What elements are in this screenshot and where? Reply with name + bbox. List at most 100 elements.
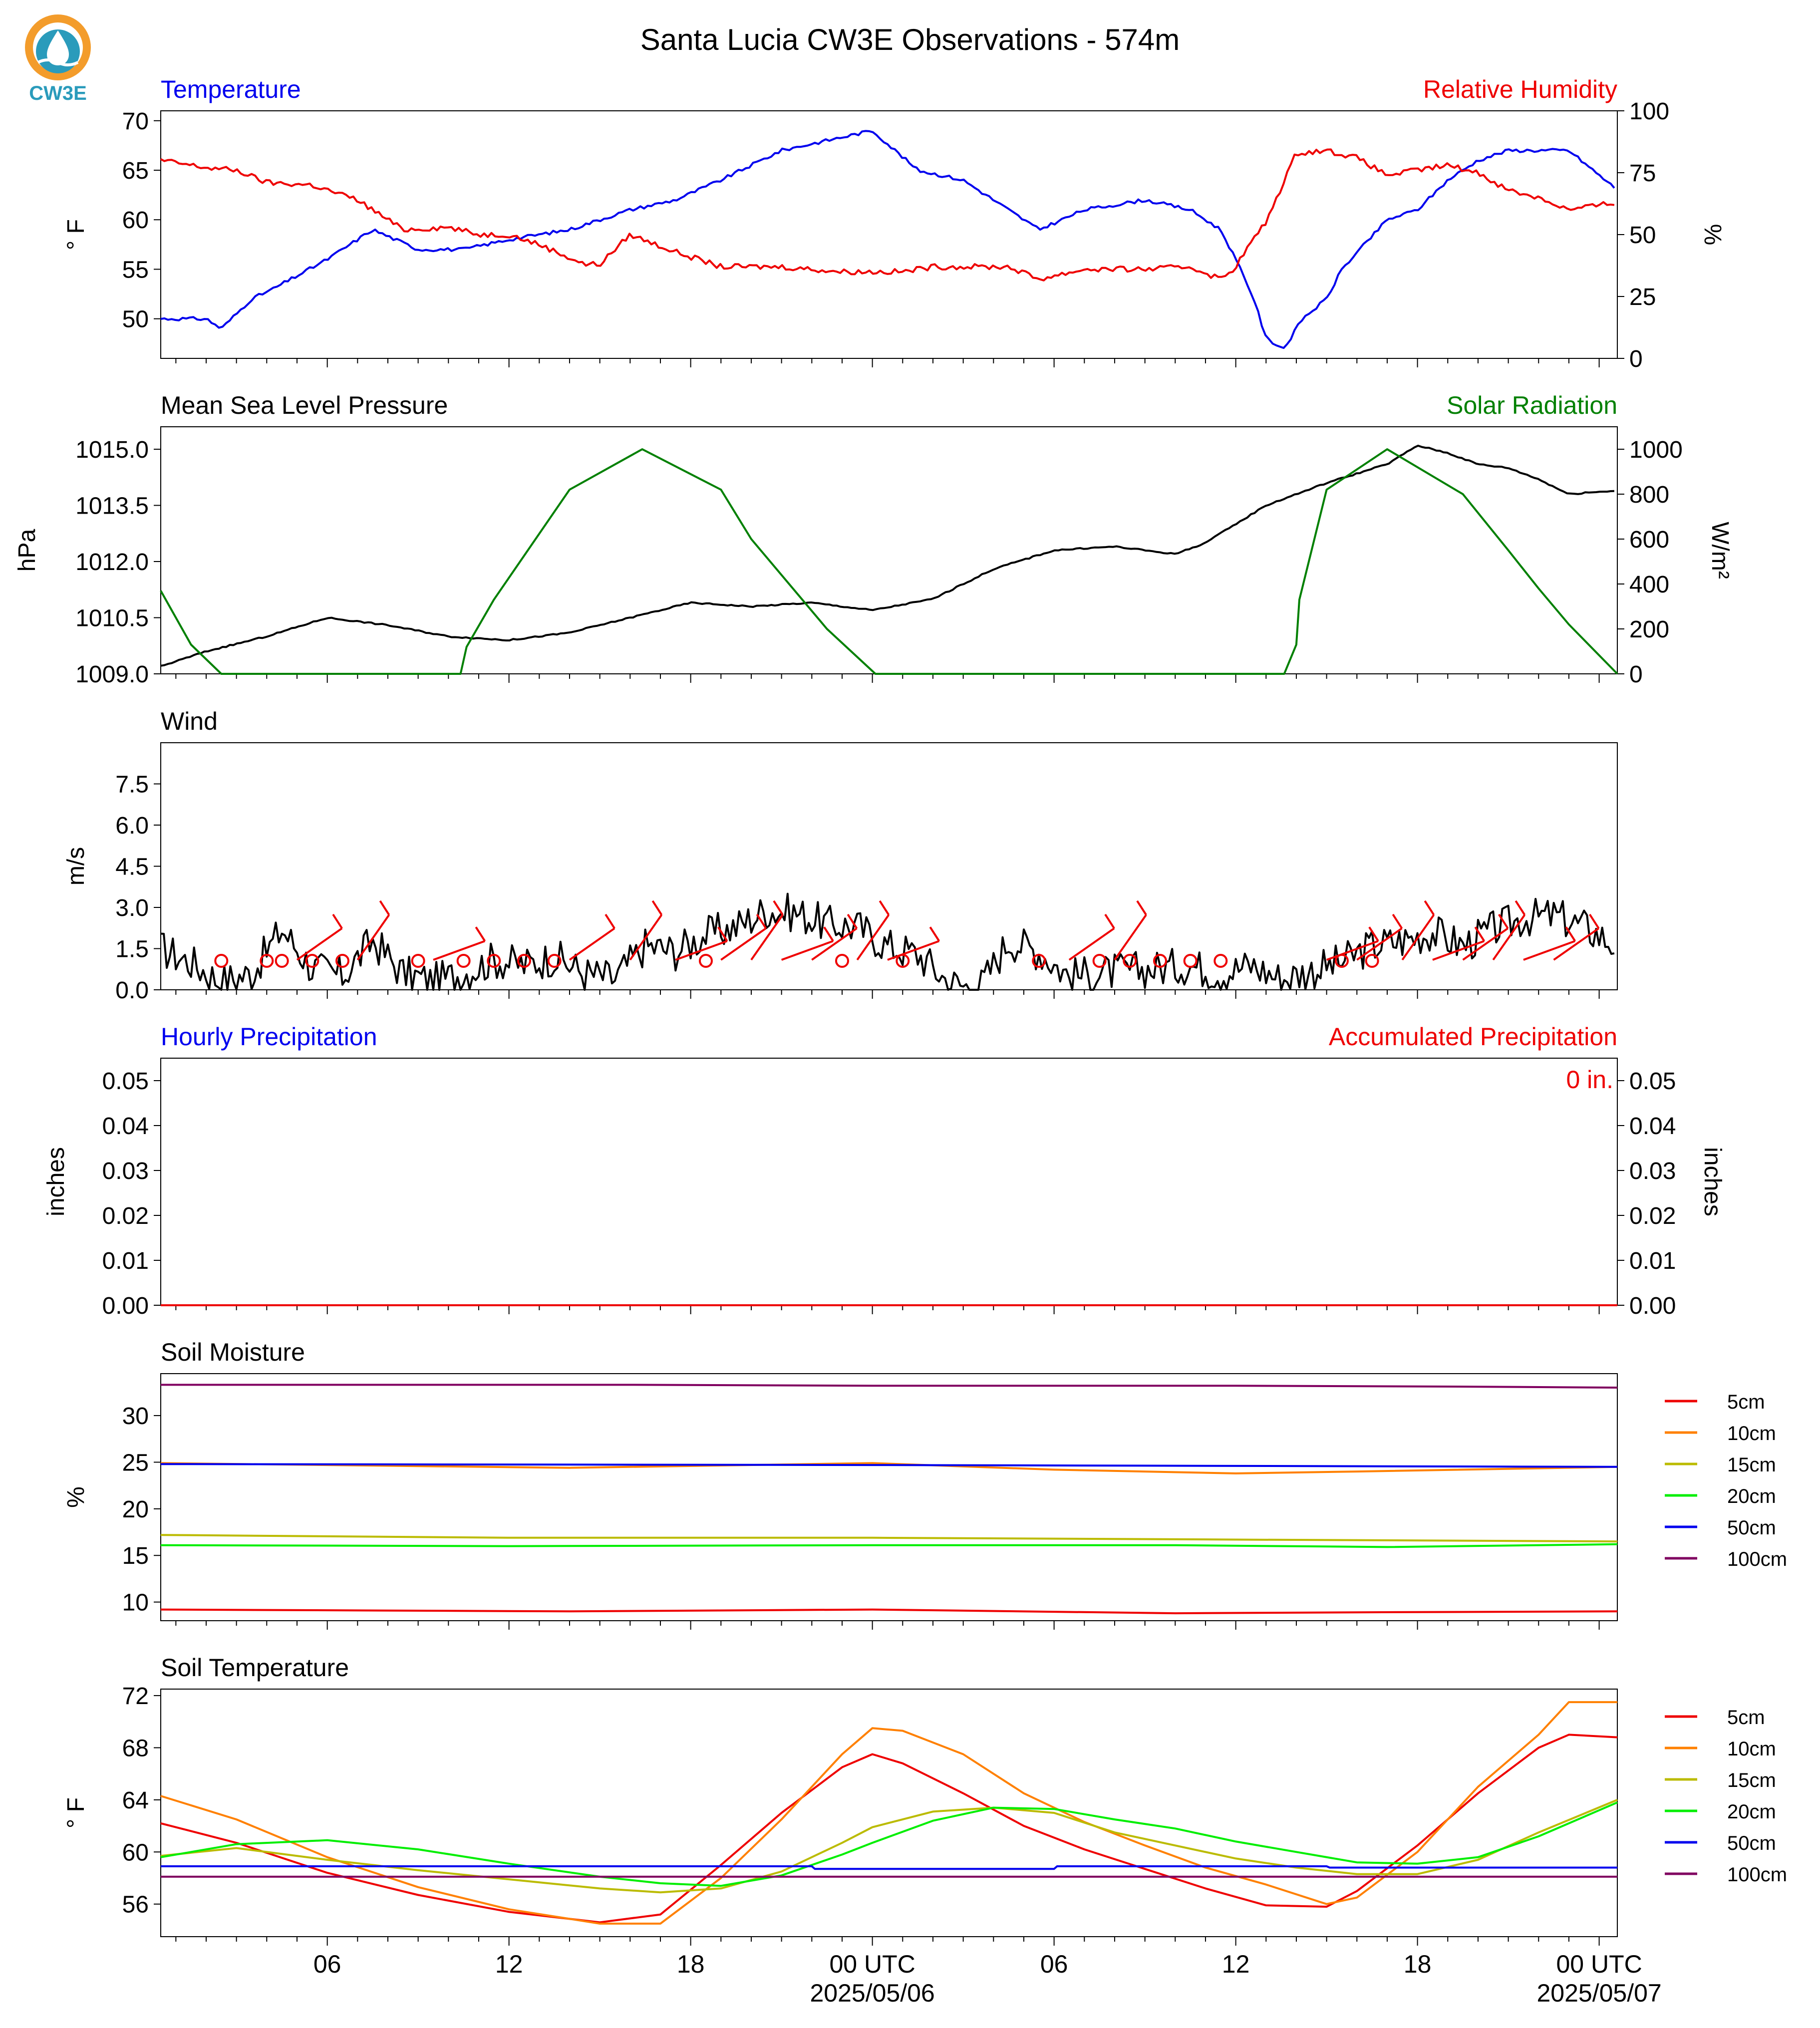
y-tick-label: 30 bbox=[122, 1403, 149, 1430]
logo-text: CW3E bbox=[29, 82, 87, 104]
wind-barb-flag bbox=[717, 926, 728, 942]
wind-barb-flag bbox=[651, 900, 663, 915]
wind-barb bbox=[887, 940, 940, 961]
legend-label: 5cm bbox=[1727, 1391, 1765, 1413]
series-line-50cm bbox=[160, 1463, 1618, 1468]
calm-wind-circle bbox=[305, 954, 319, 968]
x-tick-label: 00 UTC bbox=[830, 1950, 915, 1978]
y-tick-label: 0.03 bbox=[102, 1158, 149, 1184]
calm-wind-circle bbox=[411, 954, 425, 968]
calm-wind-circle bbox=[1092, 954, 1107, 968]
legend-label: 15cm bbox=[1727, 1769, 1776, 1791]
y-tick-label-right: 50 bbox=[1629, 222, 1656, 249]
calm-wind-circle bbox=[456, 954, 471, 968]
wind-barb bbox=[1462, 927, 1509, 961]
y-tick-label: 55 bbox=[122, 257, 149, 283]
y-tick-label: 1012.0 bbox=[75, 549, 149, 576]
y-axis-label: ° F bbox=[63, 1797, 89, 1828]
panel-title-right: Solar Radiation bbox=[1447, 391, 1617, 419]
wind-barb-flag bbox=[475, 926, 486, 942]
panel-title-right: Relative Humidity bbox=[1423, 75, 1617, 103]
series-line-50cm bbox=[161, 1865, 1617, 1870]
legend-label: 100cm bbox=[1727, 1548, 1787, 1570]
y-tick-label-right: 1000 bbox=[1629, 437, 1683, 463]
panel-title-left: Wind bbox=[161, 707, 218, 735]
y-tick-label: 1009.0 bbox=[75, 661, 149, 688]
y-tick-label: 64 bbox=[122, 1787, 149, 1814]
y-tick-label-right: 0.04 bbox=[1629, 1113, 1676, 1140]
panel-title-left: Mean Sea Level Pressure bbox=[161, 391, 448, 419]
legend: 5cm 10cm 15cm 20cm 50cm 100cm bbox=[1665, 1391, 1787, 1570]
x-tick-label: 00 UTC bbox=[1556, 1950, 1642, 1978]
y-tick-label-right: 75 bbox=[1629, 160, 1656, 187]
wind-barb bbox=[1326, 940, 1379, 961]
wind-barb-flag bbox=[1368, 926, 1379, 942]
y-tick-label-right: 100 bbox=[1629, 98, 1669, 125]
wind-barb bbox=[1356, 927, 1403, 961]
y-tick-label-right: 400 bbox=[1629, 572, 1669, 598]
y-axis-label-right: W/m² bbox=[1707, 522, 1733, 579]
wind-barb-flag bbox=[1589, 913, 1600, 929]
y-tick-label: 65 bbox=[122, 158, 149, 184]
y-tick-label-right: 0.05 bbox=[1629, 1068, 1676, 1095]
panel-wind: Wind 0.0 1.5 3.0 4.5 6.0 7.5 m/s bbox=[63, 707, 1618, 1004]
wind-barb bbox=[296, 927, 343, 961]
wind-barb bbox=[1492, 914, 1526, 961]
y-tick-label: 50 bbox=[122, 306, 149, 333]
series-line-temperature bbox=[160, 130, 1615, 349]
wind-barb bbox=[781, 940, 834, 961]
y-tick-label: 0.04 bbox=[102, 1113, 149, 1140]
calm-wind-circle bbox=[1365, 954, 1379, 968]
series-line-10cm bbox=[160, 1701, 1617, 1925]
y-tick-label: 4.5 bbox=[115, 854, 149, 880]
wind-barb bbox=[1432, 940, 1485, 961]
series-line-20cm bbox=[160, 1543, 1618, 1548]
y-tick-label: 15 bbox=[122, 1543, 149, 1569]
wind-barb-flag bbox=[847, 913, 858, 929]
panel-temp_rh: Temperature Relative Humidity 50 55 60 65 70 ° … bbox=[63, 75, 1726, 372]
plot-frame bbox=[160, 1373, 1618, 1621]
y-axis-label-right: % bbox=[1699, 224, 1726, 246]
series-line-5cm bbox=[160, 1734, 1618, 1924]
legend-label: 10cm bbox=[1727, 1423, 1776, 1445]
wind-barb-flag bbox=[879, 900, 890, 915]
y-tick-label-right: 25 bbox=[1629, 284, 1656, 310]
y-tick-label-right: 800 bbox=[1629, 482, 1669, 508]
plot-frame bbox=[160, 426, 1618, 674]
panel-soil_temp: Soil Temperature 56 60 64 68 72 ° F 5cm 10cm 15cm… bbox=[63, 1654, 1787, 2007]
wind-barb bbox=[356, 914, 390, 961]
y-tick-label: 20 bbox=[122, 1496, 149, 1523]
series-line-wind bbox=[160, 892, 1615, 991]
legend-label: 5cm bbox=[1727, 1707, 1765, 1729]
y-axis-label: ° F bbox=[63, 219, 89, 250]
calm-wind-circle bbox=[1153, 954, 1167, 968]
panel-title-left: Hourly Precipitation bbox=[161, 1023, 377, 1051]
legend-label: 100cm bbox=[1727, 1864, 1787, 1886]
cw3e-logo: CW3E bbox=[25, 14, 91, 104]
wind-barb-flag bbox=[1392, 913, 1403, 929]
x-tick-label: 12 bbox=[495, 1950, 523, 1978]
x-date-label: 2025/05/07 bbox=[1536, 1979, 1661, 2007]
y-axis-label: % bbox=[63, 1486, 89, 1508]
y-tick-label: 0.05 bbox=[102, 1068, 149, 1095]
wind-barb bbox=[1114, 914, 1147, 961]
wind-barb bbox=[811, 927, 858, 961]
y-tick-label: 72 bbox=[122, 1683, 149, 1710]
y-tick-label: 0.0 bbox=[115, 977, 149, 1004]
wind-barb-flag bbox=[756, 913, 767, 929]
wind-barb bbox=[750, 914, 784, 961]
calm-wind-circle bbox=[1032, 954, 1046, 968]
series-line-15cm bbox=[160, 1534, 1618, 1543]
wind-barb-flag bbox=[1565, 926, 1576, 942]
wind-barb bbox=[720, 927, 767, 961]
y-tick-label-right: 200 bbox=[1629, 616, 1669, 643]
series-line-20cm bbox=[160, 1801, 1618, 1887]
wind-barb bbox=[675, 940, 728, 961]
wind-barb-flag bbox=[605, 913, 615, 929]
plot-frame bbox=[160, 110, 1618, 359]
wind-barb bbox=[1068, 927, 1115, 961]
y-tick-label: 25 bbox=[122, 1449, 149, 1476]
y-tick-label: 10 bbox=[122, 1590, 149, 1616]
series-line-5cm bbox=[160, 1608, 1618, 1615]
series-line-solar-radiation bbox=[160, 448, 1618, 675]
